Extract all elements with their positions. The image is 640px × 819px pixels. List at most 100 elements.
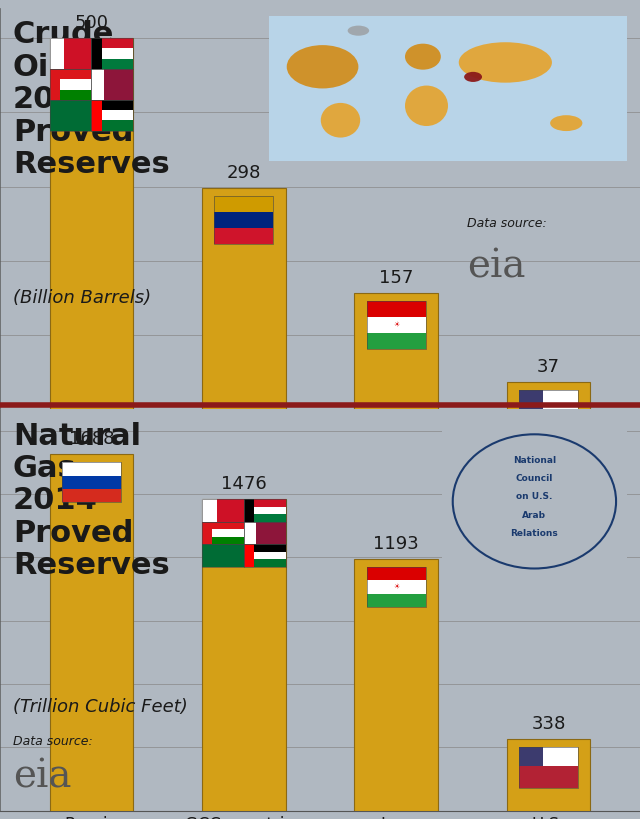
Bar xyxy=(202,522,244,544)
Bar xyxy=(244,522,285,544)
Text: eia: eia xyxy=(467,249,525,286)
Text: eia: eia xyxy=(13,758,71,795)
Bar xyxy=(92,38,133,69)
Bar xyxy=(202,499,285,811)
Bar xyxy=(367,580,426,594)
Bar xyxy=(519,776,578,778)
Bar xyxy=(367,333,426,349)
Bar xyxy=(202,499,244,522)
Bar xyxy=(244,552,285,559)
Bar xyxy=(92,59,133,69)
Bar xyxy=(49,69,92,79)
Text: ☀: ☀ xyxy=(393,584,399,590)
Bar xyxy=(49,69,60,100)
Text: ☀: ☀ xyxy=(393,322,399,328)
Bar xyxy=(519,390,543,412)
Bar xyxy=(355,559,438,811)
Bar xyxy=(92,38,102,69)
Bar xyxy=(519,423,578,427)
Bar xyxy=(92,100,133,131)
Text: 500: 500 xyxy=(74,14,108,32)
Bar xyxy=(49,79,92,89)
Text: (Billion Barrels): (Billion Barrels) xyxy=(13,289,151,307)
Bar xyxy=(519,748,543,766)
Bar xyxy=(49,38,92,69)
Bar xyxy=(244,499,285,507)
Bar xyxy=(92,100,102,131)
Text: Crude
Oil
2014
Proved
Reserves: Crude Oil 2014 Proved Reserves xyxy=(13,20,170,179)
Bar xyxy=(519,766,578,769)
Bar xyxy=(202,529,244,536)
Bar xyxy=(244,522,285,544)
Text: Natural
Gas
2014
Proved
Reserves: Natural Gas 2014 Proved Reserves xyxy=(13,422,170,581)
Bar xyxy=(202,522,244,529)
Bar xyxy=(367,567,426,580)
Text: 298: 298 xyxy=(227,164,261,182)
Bar xyxy=(202,544,244,567)
Bar xyxy=(62,462,121,476)
Bar xyxy=(519,748,578,788)
Bar xyxy=(355,293,438,410)
Bar xyxy=(519,431,578,435)
Bar xyxy=(214,229,273,244)
Text: Data source:: Data source: xyxy=(467,217,547,230)
Bar xyxy=(519,748,578,788)
Bar xyxy=(367,567,426,607)
Bar xyxy=(244,522,257,544)
Bar xyxy=(244,544,254,567)
Bar xyxy=(62,489,121,502)
Bar xyxy=(92,38,133,48)
Bar xyxy=(92,120,133,131)
Bar xyxy=(92,111,133,120)
Bar xyxy=(202,522,212,544)
Bar xyxy=(92,48,133,59)
Bar xyxy=(214,196,273,212)
Text: 338: 338 xyxy=(531,716,566,733)
Bar xyxy=(519,416,578,419)
Bar xyxy=(62,476,121,489)
Bar xyxy=(202,499,244,522)
Bar xyxy=(92,69,133,100)
Bar xyxy=(507,740,591,811)
Bar xyxy=(214,212,273,229)
Bar xyxy=(519,390,578,438)
Bar xyxy=(202,536,244,544)
Bar xyxy=(92,69,133,100)
Bar xyxy=(519,419,578,423)
Bar xyxy=(519,778,578,781)
Bar xyxy=(367,301,426,349)
Text: 1476: 1476 xyxy=(221,475,267,493)
Bar xyxy=(244,499,254,522)
Bar xyxy=(244,544,285,567)
Bar xyxy=(519,781,578,785)
Bar xyxy=(367,594,426,607)
Bar xyxy=(202,188,285,410)
Text: 1193: 1193 xyxy=(373,535,419,553)
Bar xyxy=(202,544,244,567)
Bar xyxy=(49,69,92,100)
Bar xyxy=(49,38,92,69)
Bar xyxy=(92,69,104,100)
Bar xyxy=(519,772,578,776)
Bar xyxy=(519,412,578,416)
Bar xyxy=(216,499,244,522)
Bar xyxy=(214,196,273,244)
Text: (Trillion Cubic Feet): (Trillion Cubic Feet) xyxy=(13,699,188,717)
Bar xyxy=(519,435,578,438)
Text: 157: 157 xyxy=(379,269,413,287)
Bar xyxy=(244,507,285,514)
Bar xyxy=(244,544,285,552)
Bar xyxy=(244,514,285,522)
Bar xyxy=(49,89,92,100)
Bar xyxy=(64,38,92,69)
Text: 37: 37 xyxy=(537,358,560,376)
Bar xyxy=(92,100,133,111)
Bar xyxy=(49,38,133,410)
Bar xyxy=(507,382,591,410)
Text: Data source:: Data source: xyxy=(13,735,93,748)
Bar xyxy=(519,785,578,788)
Bar xyxy=(62,462,121,502)
Bar xyxy=(519,390,578,438)
Bar xyxy=(367,317,426,333)
Bar xyxy=(519,427,578,431)
